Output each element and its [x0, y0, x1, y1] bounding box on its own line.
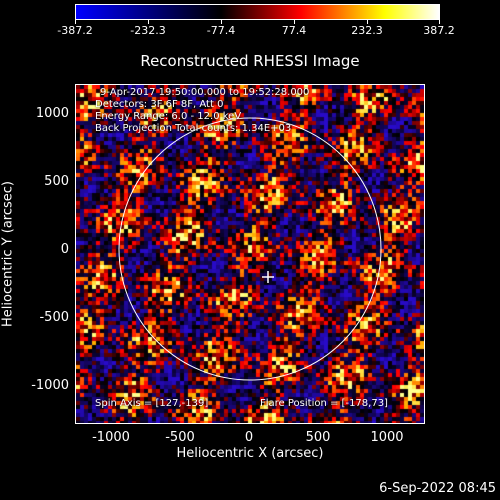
plot-overlay [118, 117, 382, 381]
colorbar-label: 77.4 [281, 24, 307, 37]
colorbar-label: -387.2 [57, 24, 93, 37]
info-method-counts: Back Projection Total counts: 1.34E+03 [95, 123, 292, 134]
x-tick-label: 1000 [370, 430, 404, 445]
x-tick-label: 0 [244, 430, 254, 445]
x-tick-label: -1000 [92, 430, 130, 445]
colorbar-tick [367, 20, 368, 24]
info-spin-axis: Spin Axis = [127,-139] [95, 398, 209, 409]
colorbar-tick [148, 20, 149, 24]
y-tick-label: -500 [39, 310, 69, 325]
info-time-range: 9-Apr-2017 19:50:00.000 to 19:52:28.000 [100, 87, 310, 98]
info-energy-range: Energy Range: 6.0 - 12.0 keV [95, 111, 242, 122]
generation-timestamp: 6-Sep-2022 08:45 [379, 481, 496, 496]
colorbar [75, 4, 440, 20]
y-tick-label: -1000 [31, 378, 69, 393]
colorbar-tick [75, 20, 76, 24]
info-detectors: Detectors: 3F 6F 8F, Att 0 [95, 99, 224, 110]
solar-limb-circle [118, 117, 382, 381]
y-tick-label: 500 [44, 174, 69, 189]
colorbar-label: 232.3 [351, 24, 383, 37]
x-tick-label: -500 [165, 430, 195, 445]
info-flare-position: Flare Position = [-178,73] [260, 398, 388, 409]
colorbar-label: -77.4 [206, 24, 236, 37]
x-tick-label: 500 [305, 430, 331, 445]
colorbar-tick [221, 20, 222, 24]
y-axis-label: Heliocentric Y (arcsec) [0, 181, 16, 327]
x-axis-label: Heliocentric X (arcsec) [176, 446, 324, 461]
rhessi-image-heatmap [76, 85, 424, 423]
colorbar-tick [439, 20, 440, 24]
plot-title: Reconstructed RHESSI Image [140, 52, 360, 70]
colorbar-label: -232.3 [130, 24, 166, 37]
y-tick-label: 1000 [35, 106, 69, 121]
colorbar-label: 387.2 [423, 24, 455, 37]
image-plot[interactable] [75, 84, 425, 424]
y-tick-label: 0 [60, 242, 69, 257]
colorbar-tick [294, 20, 295, 24]
